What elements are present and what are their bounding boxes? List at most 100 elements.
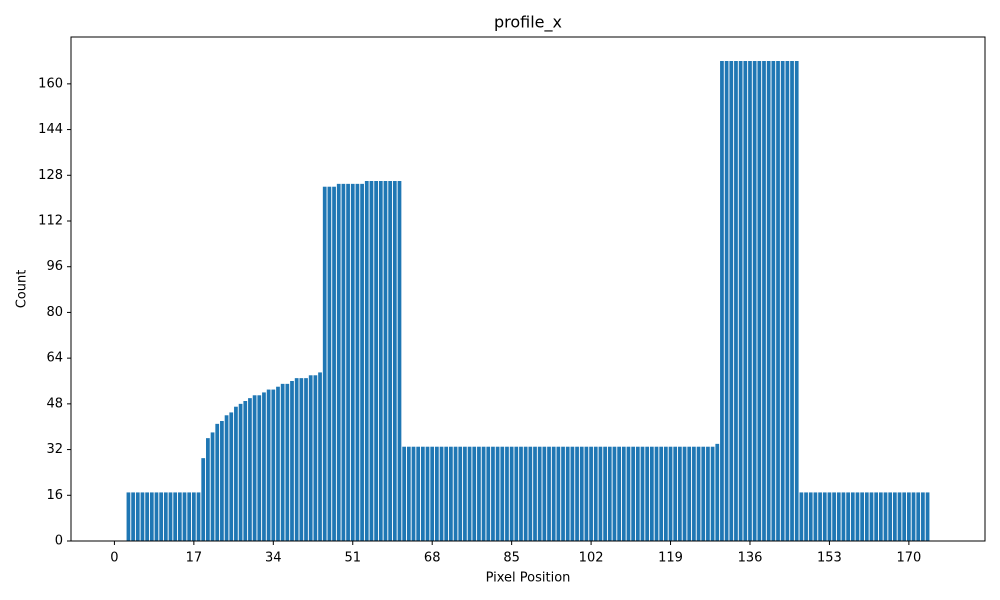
bar	[266, 389, 271, 541]
chart-title: profile_x	[494, 13, 562, 33]
bar	[453, 446, 458, 541]
bar	[224, 415, 229, 541]
bar	[855, 492, 860, 541]
bar	[201, 458, 206, 541]
bar	[720, 61, 724, 541]
bar	[883, 492, 888, 541]
bar	[378, 181, 383, 541]
bar	[682, 446, 687, 541]
bar	[318, 372, 322, 541]
bar	[458, 446, 463, 541]
bar	[589, 446, 593, 541]
bar	[570, 446, 575, 541]
bar	[687, 446, 692, 541]
bar	[902, 492, 907, 541]
y-tick-label: 48	[46, 396, 63, 411]
bar	[131, 492, 135, 541]
x-tick-label: 119	[658, 551, 683, 566]
bar	[738, 61, 743, 541]
bar	[523, 446, 528, 541]
bar	[135, 492, 140, 541]
bar	[360, 183, 364, 541]
bar	[678, 446, 682, 541]
bar	[776, 61, 780, 541]
bar	[472, 446, 477, 541]
bar	[444, 446, 449, 541]
bar	[159, 492, 164, 541]
x-tick-label: 85	[503, 551, 520, 566]
bar	[621, 446, 626, 541]
bar	[663, 446, 668, 541]
bar	[285, 383, 290, 541]
bar	[397, 181, 402, 541]
x-tick-label: 17	[186, 551, 203, 566]
bar	[149, 492, 154, 541]
bar	[888, 492, 893, 541]
bar	[757, 61, 762, 541]
bar	[486, 446, 491, 541]
bar	[430, 446, 435, 541]
bar	[743, 61, 748, 541]
x-tick-label: 136	[738, 551, 763, 566]
bar	[715, 443, 720, 541]
bar	[659, 446, 664, 541]
bar	[383, 181, 388, 541]
bar	[327, 186, 332, 541]
bar	[724, 61, 729, 541]
bar	[841, 492, 846, 541]
bar	[734, 61, 738, 541]
bar	[388, 181, 393, 541]
bar	[140, 492, 145, 541]
y-tick-label: 32	[46, 442, 63, 457]
bar	[336, 183, 341, 541]
x-tick-label: 102	[579, 551, 604, 566]
bar	[729, 61, 734, 541]
bar	[892, 492, 897, 541]
bar	[411, 446, 416, 541]
y-tick-label: 64	[46, 351, 63, 366]
bar	[154, 492, 159, 541]
bar	[556, 446, 561, 541]
bar	[551, 446, 556, 541]
x-tick-label: 170	[896, 551, 921, 566]
plot-frame	[70, 36, 986, 542]
bar	[528, 446, 533, 541]
y-axis-label: Count	[15, 270, 30, 309]
bar	[701, 446, 706, 541]
bar	[350, 183, 355, 541]
bar	[785, 61, 790, 541]
bar	[229, 412, 234, 541]
bar	[916, 492, 921, 541]
bar	[813, 492, 818, 541]
y-tick-label: 112	[38, 214, 63, 229]
y-tick-label: 0	[55, 534, 63, 549]
bar	[280, 383, 285, 541]
bar	[215, 423, 220, 541]
bar	[304, 378, 308, 541]
bar	[332, 186, 336, 541]
bar	[402, 446, 407, 541]
bar	[238, 403, 243, 541]
bar	[603, 446, 607, 541]
bar	[907, 492, 911, 541]
bar	[542, 446, 547, 541]
bar	[612, 446, 617, 541]
bar	[519, 446, 523, 541]
bar	[626, 446, 631, 541]
bar	[617, 446, 621, 541]
bar	[406, 446, 411, 541]
bar	[547, 446, 551, 541]
bar	[206, 438, 210, 541]
y-tick-label: 80	[46, 305, 63, 320]
bar	[467, 446, 472, 541]
bar	[191, 492, 196, 541]
bar	[607, 446, 612, 541]
bar	[710, 446, 715, 541]
bar	[491, 446, 495, 541]
bar	[495, 446, 500, 541]
bar	[173, 492, 178, 541]
bar	[126, 492, 131, 541]
bar	[832, 492, 836, 541]
bar	[533, 446, 537, 541]
x-axis-label: Pixel Position	[486, 571, 571, 586]
